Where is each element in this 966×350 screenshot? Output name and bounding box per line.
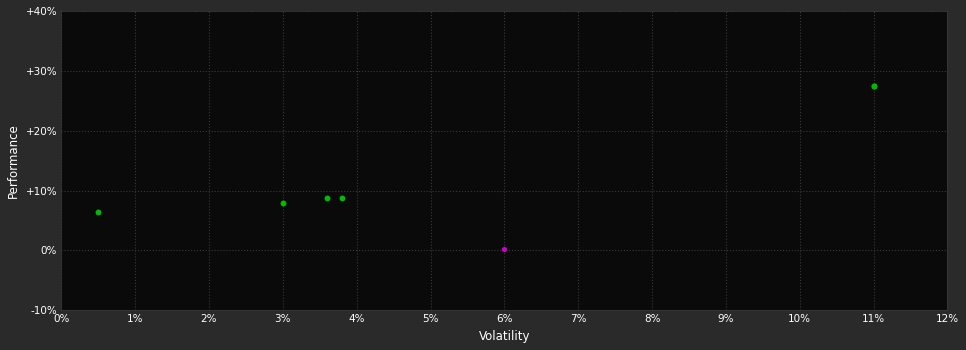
Point: [275, 200, 291, 205]
Point: [866, 83, 881, 89]
Point: [334, 195, 350, 201]
X-axis label: Volatility: Volatility: [478, 330, 530, 343]
Point: [91, 209, 106, 214]
Point: [320, 195, 335, 201]
Point: [497, 246, 512, 252]
Y-axis label: Performance: Performance: [7, 123, 20, 198]
